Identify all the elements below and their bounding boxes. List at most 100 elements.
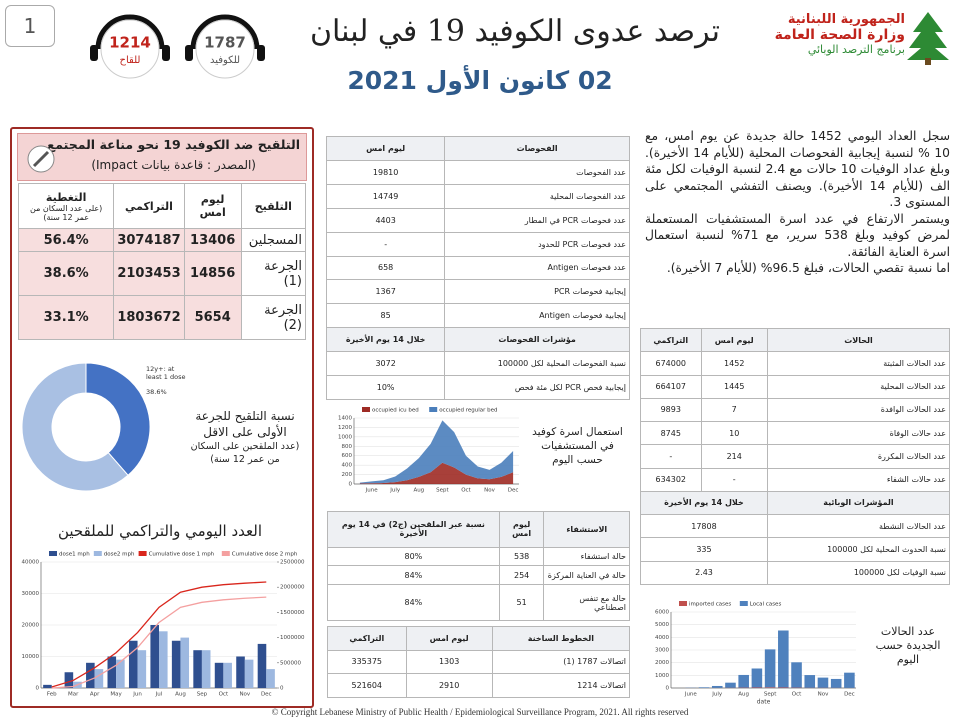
- header-cell: خلال 14 يوم الأخيرة: [325, 327, 446, 353]
- header-note: (على عدد السكان من عمر 12 سنة): [30, 203, 103, 222]
- header-row: الحالات ليوم امس التراكمي: [640, 327, 951, 353]
- table-cell: 9893: [640, 397, 702, 423]
- logo-line: برنامج الترصد الوبائي: [807, 43, 905, 56]
- vaccination-panel: [10, 127, 314, 708]
- table-cell: 84%: [327, 565, 500, 586]
- table-cell: عدد الفحوصات: [444, 159, 630, 185]
- table-cell: 634302: [640, 467, 702, 492]
- table-cell: 17808: [640, 514, 768, 539]
- earpiece: [185, 45, 193, 61]
- y-tick-label: 20000: [22, 623, 40, 629]
- bar: [725, 682, 736, 688]
- y2-tick-label: 1000000: [280, 635, 305, 641]
- donut-title: نسبة التلقيح للجرعة الأولى على الاقل: [195, 409, 295, 439]
- line: [51, 596, 267, 689]
- hotline-number: 1214: [109, 34, 151, 52]
- table-cell: 19810: [325, 159, 446, 185]
- header-cell: نسبة عبر الملقحين (ج2) في 14 يوم الأخيرة: [327, 511, 500, 548]
- header-row: التلقيح ليوم امس التراكمي التغطية (على عدد ا…: [17, 182, 307, 230]
- table-body: الاستشفاء ليوم امس نسبة عبر الملقحين (ج2) …: [327, 511, 630, 621]
- y2-tick-label: 500000: [280, 660, 301, 666]
- hotline-badge: 1214 للقاح: [90, 14, 170, 79]
- hospital-chart-caption: استعمال اسرة كوفيد في المستشفيات حسب الي…: [532, 426, 623, 466]
- legend-label: occupied regular bed: [439, 408, 497, 414]
- y-tick-label: 800: [342, 444, 353, 450]
- table-row: عدد حالات الوفاة 10 8745: [640, 421, 951, 446]
- legend-swatch: [138, 551, 147, 556]
- x-tick-label: Dec: [508, 488, 519, 494]
- vaccination-table: التلقيح ليوم امس التراكمي التغطية (على عدد ا…: [17, 182, 307, 340]
- bar: [711, 685, 723, 688]
- table-cell: 38.6%: [17, 251, 115, 297]
- legend-label: imported cases: [689, 602, 731, 608]
- table-cell: 4403: [325, 207, 446, 233]
- header-cell: ليوم امس: [325, 136, 446, 161]
- header-cell: ليوم امس: [700, 327, 768, 353]
- table-row: عدد فحوصات Antigen 658: [325, 255, 630, 281]
- table-row: نسبة الفحوصات المحلية لكل 100000 3072: [325, 351, 630, 377]
- table-row: حالة استشفاء 538 80%: [327, 546, 630, 567]
- donut-slice: [21, 362, 129, 492]
- earpiece: [90, 45, 98, 61]
- header-cell: الاستشفاء: [543, 511, 630, 548]
- table-row: إيجابية فحوصات Antigen 85: [325, 303, 630, 329]
- header-cell: الفحوصات: [444, 136, 630, 161]
- legend-swatch: [429, 407, 438, 412]
- summary-text: سجل العداد اليومي 1452 حالة جديدة عن يوم…: [645, 128, 950, 277]
- table-cell: 85: [325, 303, 446, 329]
- table-cell: نسبة الفحوصات المحلية لكل 100000: [444, 351, 630, 377]
- syringe: [32, 150, 50, 168]
- table-cell: 14749: [325, 183, 446, 209]
- table-cell: عدد فحوصات Antigen: [444, 255, 630, 281]
- x-tick-label: Sep: [197, 692, 208, 698]
- ministry-name: الجمهورية اللبنانية وزارة الصحة العامة ب…: [755, 12, 905, 56]
- y-tick-label: 30000: [22, 591, 40, 597]
- y2-tick-label: 2000000: [280, 585, 305, 591]
- table-cell: اتصالات 1214: [491, 673, 631, 698]
- bar: [223, 662, 232, 688]
- table-cell: 1367: [325, 279, 446, 305]
- hospitalization-table-box: الاستشفاء ليوم امس نسبة عبر الملقحين (ج2) …: [327, 511, 630, 621]
- table-cell: 3072: [325, 351, 446, 377]
- table-cell: 14856: [183, 251, 242, 297]
- table-row: اتصالات 1787 (1) 1303 335375: [327, 649, 631, 675]
- y-tick-label: 1400: [338, 416, 352, 422]
- page-number: 1: [5, 5, 55, 47]
- table-cell: 1803672: [113, 295, 185, 340]
- cedar-logo: [907, 12, 949, 65]
- y-tick-label: 400: [342, 463, 353, 469]
- table-cell: اتصالات 1787 (1): [491, 649, 631, 675]
- bar: [738, 674, 749, 688]
- donut-slice: [85, 362, 151, 476]
- table-row: عدد الحالات الوافدة 7 9893: [640, 397, 951, 423]
- bar: [107, 656, 117, 688]
- y-tick-label: 4000: [655, 635, 669, 641]
- cases-table: الحالات ليوم امس التراكمي عدد الحالات المثب…: [640, 327, 951, 586]
- table-cell: عدد الحالات المحلية: [766, 374, 951, 399]
- table-cell: عدد الفحوصات المحلية: [444, 183, 630, 209]
- table-row: عدد الحالات المثبتة 1452 674000: [640, 351, 951, 376]
- table-cell: 5654: [183, 295, 242, 340]
- table-cell: 1452: [700, 351, 768, 376]
- table-cell: حالة في العناية المركزة: [543, 565, 630, 586]
- summary-paragraph: ويستمر الارتفاع في عدد اسرة المستشفيات ا…: [645, 211, 950, 259]
- x-tick-label: Sept: [764, 692, 777, 698]
- tests-table: الفحوصات ليوم امس عدد الفحوصات 19810 عدد الف…: [325, 136, 630, 400]
- table-cell: حالة استشفاء: [543, 546, 630, 567]
- donut-caption: نسبة التلقيح للجرعة الأولى على الاقل (عد…: [185, 408, 305, 466]
- header-cell: الخطوط الساخنة: [491, 626, 631, 651]
- table-body: الخطوط الساخنة ليوم امس التراكمي اتصالات 17…: [327, 626, 631, 698]
- header-cell: المؤشرات الوبائية: [766, 490, 951, 516]
- table-cell: إيجابية فحوصات PCR: [444, 279, 630, 305]
- legend-swatch: [93, 551, 102, 556]
- table-cell: عدد حالات الشفاء: [766, 467, 951, 492]
- table-row: إيجابية فحوصات PCR 1367: [325, 279, 630, 305]
- x-tick-label: Aug: [175, 692, 186, 698]
- table-cell: 521604: [327, 673, 407, 698]
- x-tick-label: Oct: [792, 692, 802, 698]
- table-cell: 7: [700, 397, 768, 423]
- table-cell: 2.43: [640, 560, 768, 586]
- bar: [751, 668, 763, 688]
- legend-swatch: [362, 407, 370, 412]
- header-row: مؤشرات الفحوصات خلال 14 يوم الأخيرة: [325, 327, 630, 353]
